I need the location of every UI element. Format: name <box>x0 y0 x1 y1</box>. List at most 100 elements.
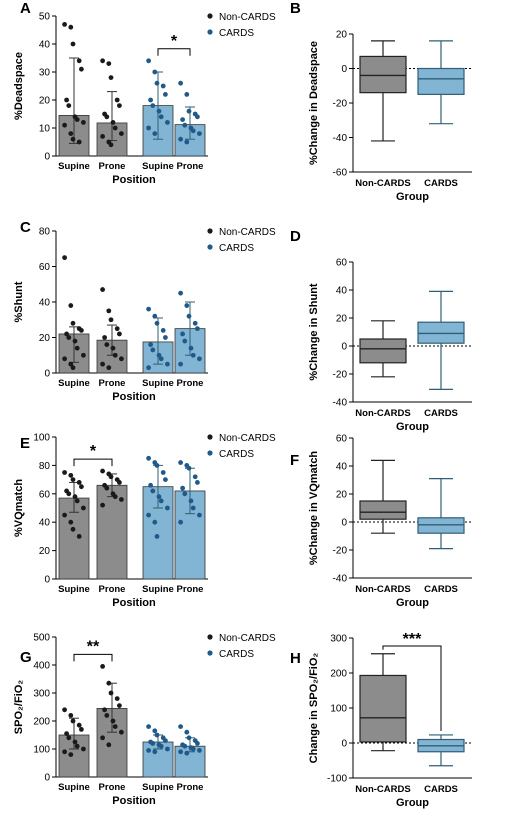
data-point <box>62 255 67 261</box>
data-point <box>66 735 72 741</box>
data-point <box>148 97 154 103</box>
data-point <box>110 718 116 724</box>
y-tick-label: 0 <box>341 518 347 529</box>
y-tick-label: 0 <box>341 342 347 353</box>
y-axis-label: %VQmatch <box>13 479 25 537</box>
data-point <box>163 335 168 340</box>
data-point <box>100 361 105 367</box>
data-point <box>76 139 82 145</box>
data-point <box>70 718 76 724</box>
data-point <box>154 732 160 738</box>
data-point <box>108 317 114 323</box>
data-point <box>68 131 74 137</box>
data-point <box>197 131 202 137</box>
data-point <box>146 58 152 64</box>
y-axis-label: SPO₂/FiO₂ <box>13 680 25 735</box>
data-point <box>186 465 192 471</box>
y-tick-label: 40 <box>336 286 348 297</box>
legend-label-cards: CARDS <box>219 649 254 660</box>
data-point <box>158 498 164 504</box>
y-tick-label: 100 <box>33 745 50 756</box>
y-tick-label: -40 <box>333 133 348 144</box>
data-point <box>150 347 156 353</box>
x-tick-label: Non-CARDS <box>355 584 410 595</box>
data-point <box>79 328 84 333</box>
data-point <box>106 61 112 66</box>
x-tick-label: CARDS <box>424 584 458 595</box>
data-point <box>81 746 86 752</box>
data-point <box>72 494 78 500</box>
data-point <box>72 338 78 344</box>
data-point <box>68 24 74 30</box>
data-point <box>112 724 118 729</box>
data-point <box>66 335 72 340</box>
data-point <box>154 463 160 468</box>
data-point <box>112 352 118 358</box>
data-point <box>152 131 158 137</box>
data-point <box>178 80 184 86</box>
data-point <box>68 303 74 308</box>
data-point <box>184 750 190 756</box>
data-point <box>70 136 76 142</box>
data-point <box>104 342 110 347</box>
y-tick-label: -20 <box>333 370 348 381</box>
legend-marker-noncards <box>207 634 213 640</box>
x-tick-label: CARDS <box>424 784 458 795</box>
data-point <box>79 66 84 72</box>
y-tick-label: 0 <box>44 575 50 586</box>
data-point <box>190 746 196 752</box>
data-point <box>74 743 80 749</box>
data-point <box>197 356 202 362</box>
data-point <box>108 690 114 696</box>
data-point <box>62 707 67 713</box>
data-point <box>195 114 200 120</box>
data-point <box>184 92 190 97</box>
y-tick-label: 20 <box>336 490 348 501</box>
data-point <box>165 746 170 752</box>
significance-bracket <box>73 458 113 467</box>
data-point <box>178 136 184 142</box>
data-point <box>62 470 67 475</box>
data-point <box>102 707 107 713</box>
data-point <box>62 749 67 755</box>
y-tick-label: -100 <box>327 774 347 785</box>
x-axis-label: Position <box>112 391 156 403</box>
data-point <box>100 664 105 669</box>
y-tick-label: 200 <box>330 669 347 680</box>
data-point <box>182 491 188 497</box>
data-point <box>156 108 162 114</box>
data-point <box>102 335 107 340</box>
data-point <box>64 331 69 337</box>
y-tick-label: 40 <box>39 298 51 309</box>
data-point <box>117 480 122 485</box>
data-point <box>119 131 124 137</box>
panel-letter: B <box>290 0 301 17</box>
y-tick-label: 20 <box>336 30 348 41</box>
data-point <box>112 125 118 131</box>
data-point <box>182 122 188 128</box>
data-point <box>178 724 184 729</box>
panel-letter: H <box>290 650 301 667</box>
data-point <box>76 534 82 539</box>
data-point <box>188 498 194 504</box>
data-point <box>81 352 86 358</box>
significance-bracket <box>73 653 113 662</box>
data-point <box>76 722 82 728</box>
x-tick-label: Supine <box>142 378 174 389</box>
data-point <box>106 680 112 686</box>
data-point <box>104 713 110 718</box>
panel-H: H -100 0 100 200 300 Change in SPO₂/FiO₂ Non-CA… <box>290 631 472 809</box>
legend-label-noncards: Non-CARDS <box>219 633 276 644</box>
data-point <box>119 356 124 362</box>
data-point <box>158 743 164 749</box>
data-point <box>148 482 154 488</box>
data-point <box>62 22 67 27</box>
data-point <box>119 497 124 502</box>
data-point <box>100 502 105 508</box>
data-point <box>106 308 112 314</box>
data-point <box>186 108 192 114</box>
data-point <box>119 729 124 735</box>
data-point <box>150 103 156 108</box>
